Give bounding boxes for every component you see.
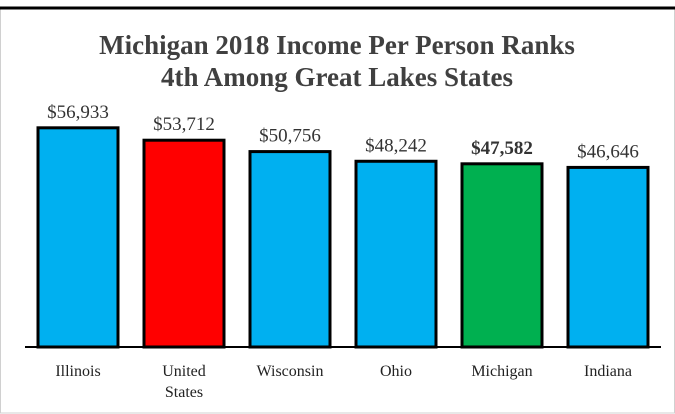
bar bbox=[248, 150, 332, 349]
value-label: $56,933 bbox=[47, 102, 109, 123]
x-tick-label: Ohio bbox=[380, 363, 412, 380]
x-tick-label: Indiana bbox=[584, 363, 632, 380]
bar bbox=[566, 165, 650, 349]
x-tick-label: Illinois bbox=[55, 363, 101, 380]
value-label: $50,756 bbox=[259, 126, 321, 147]
x-tick-label: United States bbox=[162, 363, 206, 401]
value-label: $47,582 bbox=[471, 138, 533, 159]
x-tick-label: Wisconsin bbox=[256, 363, 324, 380]
value-label: $48,242 bbox=[365, 135, 427, 156]
value-label: $53,712 bbox=[153, 114, 215, 135]
chart-title: Michigan 2018 Income Per Person Ranks bbox=[99, 30, 575, 60]
value-label: $46,646 bbox=[577, 141, 639, 162]
chart-subtitle: 4th Among Great Lakes States bbox=[161, 62, 513, 92]
bar bbox=[460, 162, 544, 349]
bar bbox=[142, 138, 226, 349]
x-tick-label: Michigan bbox=[471, 363, 533, 380]
bar bbox=[354, 159, 438, 349]
bar bbox=[36, 126, 120, 349]
